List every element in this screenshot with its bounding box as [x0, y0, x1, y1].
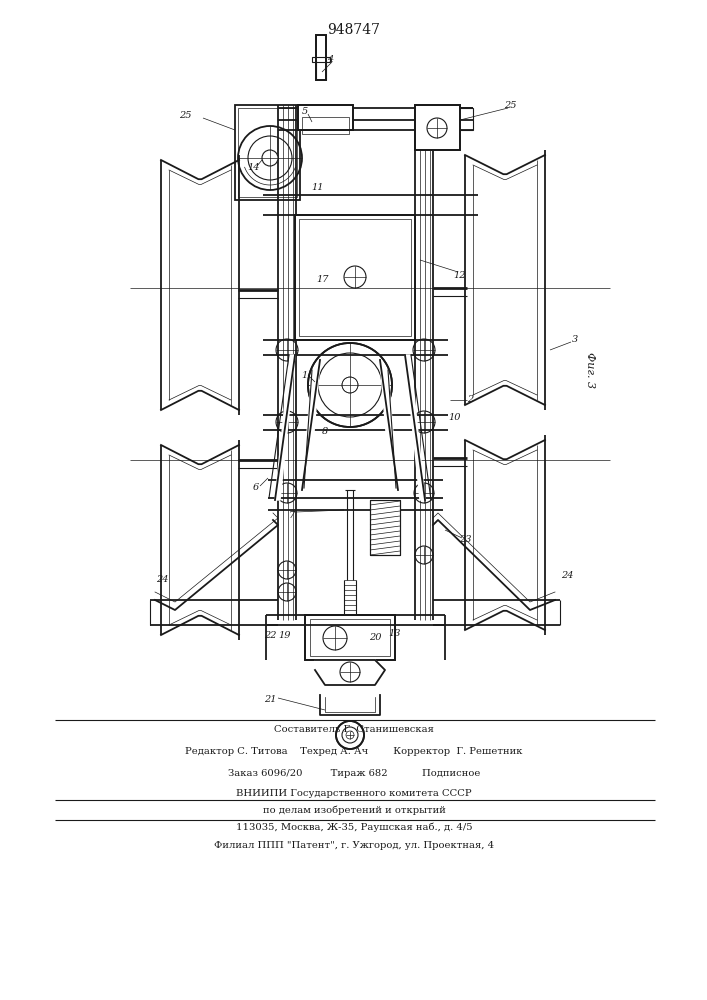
Text: 2: 2: [467, 395, 473, 404]
Polygon shape: [302, 360, 320, 490]
Bar: [295, 215, 415, 340]
Text: 21: 21: [264, 696, 276, 704]
Circle shape: [308, 343, 392, 427]
Bar: [370, 500, 400, 555]
Text: 24: 24: [156, 576, 168, 584]
Bar: [310, 619, 390, 656]
Text: Редактор С. Титова    Техред А. Ач        Корректор  Г. Решетник: Редактор С. Титова Техред А. Ач Корректо…: [185, 748, 522, 756]
Text: Фиг. 3: Фиг. 3: [585, 352, 595, 388]
Text: 20: 20: [369, 634, 381, 643]
Text: Составитель Г. Станишевская: Составитель Г. Станишевская: [274, 726, 434, 734]
Text: 11: 11: [312, 184, 325, 192]
Text: 1: 1: [301, 370, 307, 379]
Text: 13: 13: [389, 630, 402, 639]
Polygon shape: [275, 355, 295, 500]
Bar: [415, 105, 460, 150]
Text: Филиал ППП "Патент", г. Ужгород, ул. Проектная, 4: Филиал ППП "Патент", г. Ужгород, ул. Про…: [214, 840, 494, 850]
Text: 3: 3: [572, 336, 578, 344]
Polygon shape: [315, 660, 385, 685]
Bar: [415, 105, 460, 150]
Bar: [370, 500, 400, 555]
Bar: [316, 35, 326, 80]
Bar: [305, 615, 395, 660]
Bar: [295, 215, 415, 340]
Text: 5: 5: [302, 107, 308, 116]
Text: 10: 10: [449, 414, 461, 422]
Polygon shape: [380, 360, 398, 490]
Bar: [235, 105, 300, 200]
Bar: [316, 35, 326, 80]
Text: 19: 19: [279, 631, 291, 640]
Text: 113035, Москва, Ж-35, Раушская наб., д. 4/5: 113035, Москва, Ж-35, Раушская наб., д. …: [235, 822, 472, 832]
Text: 25: 25: [179, 110, 192, 119]
Text: 8: 8: [322, 428, 328, 436]
Bar: [238, 108, 297, 197]
Text: 22: 22: [264, 631, 276, 640]
Text: 7: 7: [289, 510, 295, 520]
Text: Заказ 6096/20         Тираж 682           Подписное: Заказ 6096/20 Тираж 682 Подписное: [228, 768, 480, 778]
Text: 14: 14: [247, 163, 260, 172]
Bar: [433, 108, 473, 130]
Bar: [299, 219, 411, 336]
Text: 24: 24: [561, 570, 573, 580]
Bar: [298, 105, 353, 130]
Polygon shape: [163, 158, 237, 432]
Text: 948747: 948747: [327, 23, 380, 37]
Bar: [305, 615, 395, 660]
Text: 17: 17: [317, 275, 329, 284]
Circle shape: [262, 150, 278, 166]
Circle shape: [342, 377, 358, 393]
Circle shape: [336, 721, 364, 749]
Text: 6: 6: [253, 484, 259, 492]
Bar: [302, 117, 349, 134]
Text: по делам изобретений и открытий: по делам изобретений и открытий: [262, 805, 445, 815]
Text: 4: 4: [327, 55, 333, 64]
Polygon shape: [405, 355, 425, 500]
Text: 12: 12: [454, 270, 466, 279]
Text: 23: 23: [459, 536, 472, 544]
Text: ВНИИПИ Государственного комитета СССР: ВНИИПИ Государственного комитета СССР: [236, 788, 472, 798]
Bar: [298, 105, 353, 130]
Bar: [312, 57, 330, 62]
Text: 25: 25: [504, 101, 516, 109]
Bar: [0, 0, 707, 700]
